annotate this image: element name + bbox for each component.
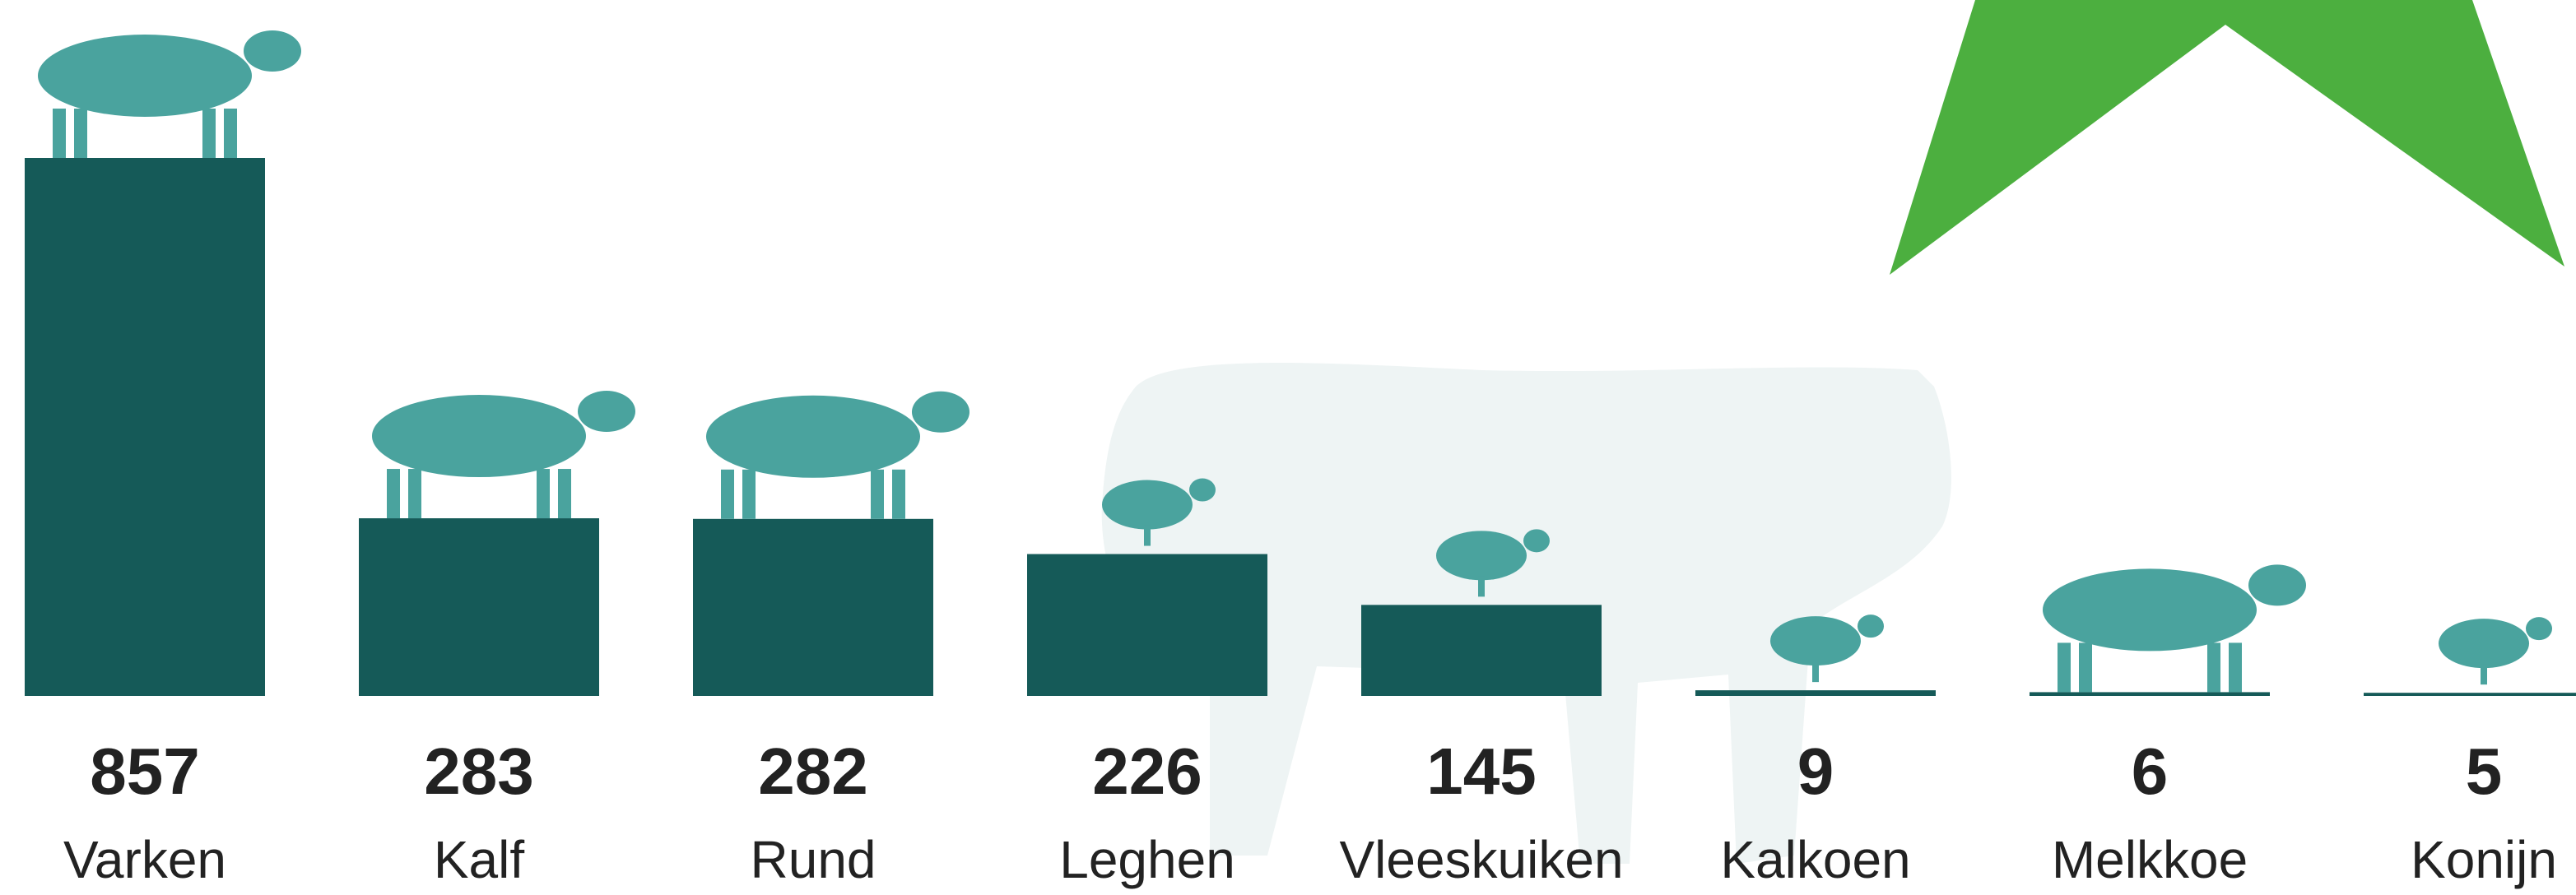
value-label: 5	[2466, 735, 2503, 808]
animal-body	[1102, 480, 1193, 530]
page: {"chart_data": {"type": "bar", "categori…	[0, 0, 2576, 895]
bar	[25, 158, 265, 696]
category-label: Kalkoen	[1720, 830, 1910, 889]
animal-leg	[1812, 661, 1819, 682]
animal-icon	[706, 392, 969, 519]
animal-leg	[408, 469, 421, 518]
animal-head	[244, 30, 301, 72]
animal-leg	[2229, 642, 2242, 692]
animal-head	[1189, 479, 1216, 502]
animal-leg	[224, 109, 237, 158]
animal-leg	[2058, 642, 2071, 692]
value-label: 145	[1426, 735, 1536, 808]
animal-leg	[871, 470, 884, 519]
animal-body	[1770, 616, 1861, 665]
animal-icon	[38, 30, 301, 158]
bar	[1361, 605, 1602, 696]
animal-head	[2248, 564, 2306, 605]
value-label: 857	[90, 735, 199, 808]
animal-leg	[1144, 526, 1151, 546]
animal-body	[38, 35, 252, 117]
animal-leg	[53, 109, 66, 158]
animal-head	[578, 391, 635, 432]
animal-head	[912, 392, 969, 433]
bar	[693, 519, 933, 696]
category-label: Konijn	[2411, 830, 2557, 889]
animal-head	[1858, 614, 1884, 638]
animal-leg	[2481, 664, 2487, 684]
animal-head	[2526, 617, 2552, 640]
animal-body	[2043, 568, 2257, 651]
bar	[1695, 690, 1936, 696]
green-chevron	[1890, 0, 2564, 275]
animal-leg	[202, 109, 216, 158]
animal-leg	[558, 469, 571, 518]
animal-leg	[2207, 642, 2220, 692]
animal-leg	[387, 469, 400, 518]
category-label: Melkkoe	[2052, 830, 2248, 889]
animal-leg	[742, 470, 756, 519]
animal-body	[1436, 531, 1527, 580]
value-label: 283	[424, 735, 533, 808]
category-label: Varken	[63, 830, 226, 889]
category-label: Leghen	[1059, 830, 1235, 889]
bar	[359, 518, 599, 696]
animal-body	[2439, 619, 2529, 668]
category-label: Kalf	[434, 830, 525, 889]
value-label: 226	[1092, 735, 1202, 808]
bar	[2030, 692, 2270, 696]
animal-icon	[372, 391, 635, 518]
animal-leg	[537, 469, 550, 518]
value-label: 6	[2132, 735, 2169, 808]
animal-body	[706, 396, 920, 478]
animal-icon	[2439, 617, 2552, 684]
animal-body	[372, 395, 586, 477]
animal-leg	[892, 470, 905, 519]
animal-leg	[2079, 642, 2092, 692]
animal-leg	[74, 109, 87, 158]
bar	[1027, 554, 1267, 696]
value-label: 282	[758, 735, 867, 808]
category-label: Vleeskuiken	[1339, 830, 1623, 889]
animal-leg	[1478, 576, 1485, 596]
category-label: Rund	[751, 830, 876, 889]
chart: 857 Varken 283 Kalf 282 Rund 226 Leghen 145 Vlees…	[0, 0, 2576, 895]
animal-leg	[721, 470, 734, 519]
value-label: 9	[1797, 735, 1834, 808]
bar	[2364, 693, 2576, 696]
animal-icon	[2043, 564, 2306, 692]
animal-head	[1523, 529, 1550, 552]
